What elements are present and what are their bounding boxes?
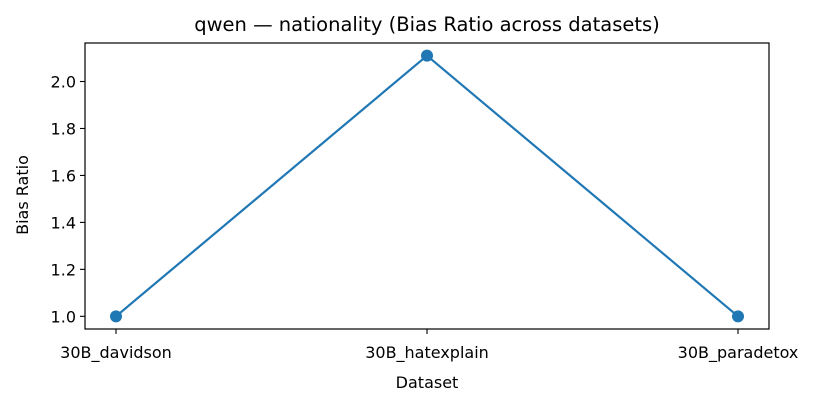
data-point	[110, 310, 122, 323]
y-axis-label: Bias Ratio	[13, 155, 32, 235]
data-point	[421, 49, 433, 62]
x-tick-label: 30B_hatexplain	[365, 343, 489, 363]
data-point	[732, 310, 744, 323]
y-tick-label: 1.0	[51, 307, 76, 326]
chart-title: qwen — nationality (Bias Ratio across da…	[194, 13, 660, 36]
y-tick-label: 1.4	[51, 213, 76, 232]
plot-area: 1.0 1.2 1.4 1.6 1.8 2.0 30B_davidson 30B_hatexp…	[51, 42, 799, 363]
y-tick-label: 1.2	[51, 260, 76, 279]
y-tick-label: 1.8	[51, 119, 76, 138]
x-tick-label: 30B_paradetox	[678, 343, 799, 363]
y-tick-label: 1.6	[51, 166, 76, 185]
x-axis-label: Dataset	[396, 373, 459, 392]
x-tick-label: 30B_davidson	[60, 343, 172, 363]
y-tick-label: 2.0	[51, 73, 76, 92]
